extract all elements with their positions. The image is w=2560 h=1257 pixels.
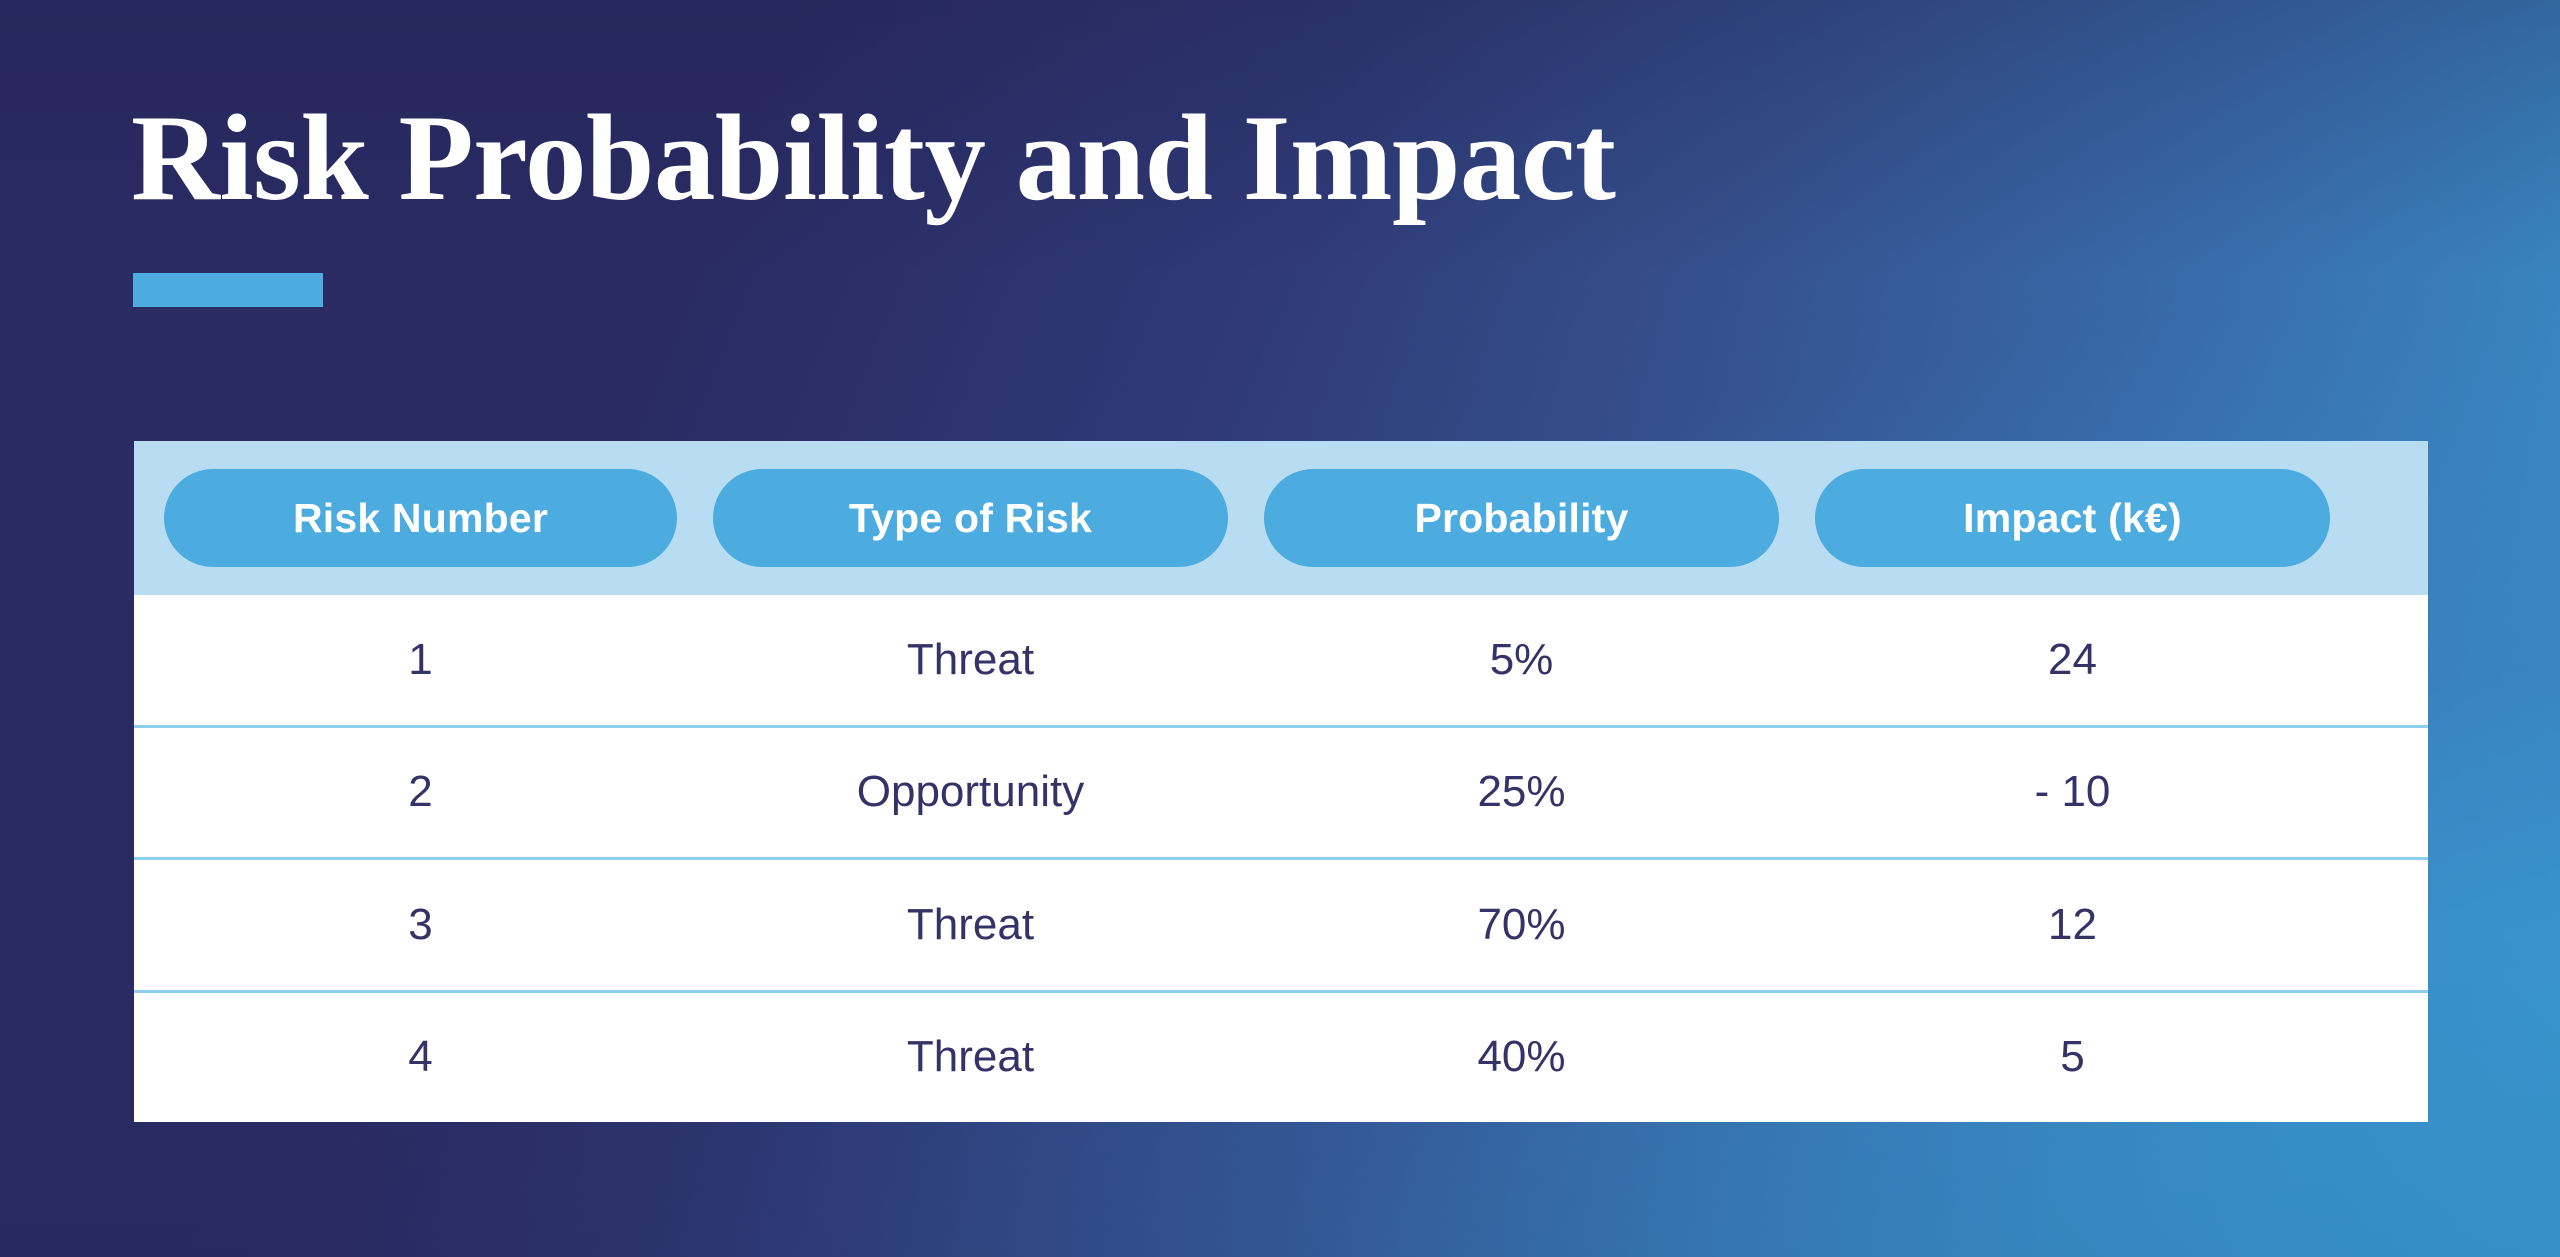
cell-probability: 70% — [1477, 899, 1566, 949]
cell-impact: - 10 — [2034, 767, 2111, 817]
table-row: 1 Threat 5% 24 — [134, 595, 2428, 728]
table-row: 2 Opportunity 25% - 10 — [134, 727, 2428, 860]
cell-risk-number: 3 — [408, 899, 433, 949]
column-header-impact: Impact (k€) — [1815, 469, 2330, 567]
risk-table: Risk Number Type of Risk Probability Imp… — [134, 441, 2428, 1122]
cell-impact: 12 — [2048, 899, 2097, 949]
column-header-probability: Probability — [1264, 469, 1779, 567]
cell-risk-number: 4 — [408, 1032, 433, 1082]
cell-impact: 5 — [2060, 1032, 2085, 1082]
table-header-row: Risk Number Type of Risk Probability Imp… — [134, 441, 2428, 595]
cell-risk-number: 1 — [408, 634, 433, 684]
cell-risk-number: 2 — [408, 767, 433, 817]
cell-probability: 25% — [1477, 767, 1566, 817]
cell-type-of-risk: Opportunity — [856, 767, 1085, 817]
cell-probability: 40% — [1477, 1032, 1566, 1082]
table-body: 1 Threat 5% 24 2 Opportunity 25% - 10 3 … — [134, 595, 2428, 1122]
cell-impact: 24 — [2048, 634, 2097, 684]
table-row: 3 Threat 70% 12 — [134, 860, 2428, 993]
cell-type-of-risk: Threat — [906, 1032, 1035, 1082]
column-header-type-of-risk: Type of Risk — [713, 469, 1228, 567]
column-header-risk-number: Risk Number — [164, 469, 677, 567]
cell-type-of-risk: Threat — [906, 899, 1035, 949]
cell-probability: 5% — [1489, 634, 1554, 684]
table-row: 4 Threat 40% 5 — [134, 992, 2428, 1122]
title-accent-bar — [133, 273, 323, 307]
cell-type-of-risk: Threat — [906, 634, 1035, 684]
page-title: Risk Probability and Impact — [131, 89, 1616, 226]
